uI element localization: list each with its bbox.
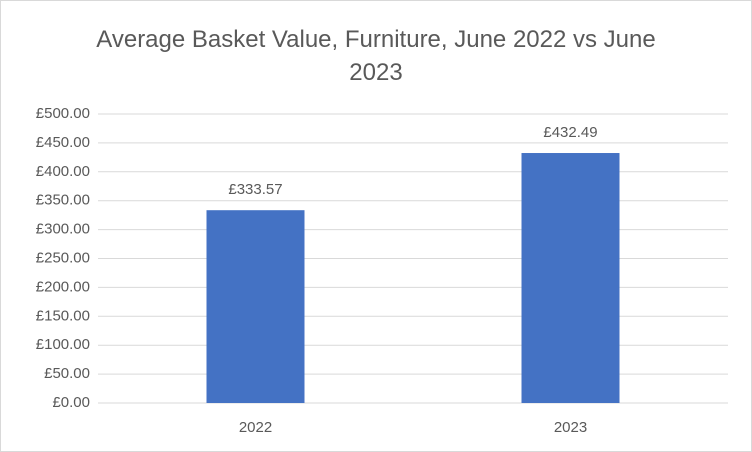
bar — [521, 153, 620, 403]
y-tick-label: £50.00 — [44, 365, 90, 382]
y-tick-label: £200.00 — [36, 278, 90, 295]
bar — [206, 210, 305, 403]
data-label: £333.57 — [228, 181, 282, 198]
y-tick-label: £250.00 — [36, 249, 90, 266]
y-tick-label: £0.00 — [52, 394, 90, 411]
y-tick-label: £100.00 — [36, 336, 90, 353]
y-tick-label: £500.00 — [36, 105, 90, 122]
x-tick-label: 2022 — [239, 419, 272, 436]
y-tick-label: £150.00 — [36, 307, 90, 324]
chart-title: Average Basket Value, Furniture, June 20… — [96, 26, 656, 86]
x-tick-label: 2023 — [554, 419, 587, 436]
data-label: £432.49 — [543, 124, 597, 141]
y-tick-label: £300.00 — [36, 221, 90, 238]
y-tick-label: £400.00 — [36, 163, 90, 180]
y-tick-label: £450.00 — [36, 134, 90, 151]
y-tick-label: £350.00 — [36, 192, 90, 209]
